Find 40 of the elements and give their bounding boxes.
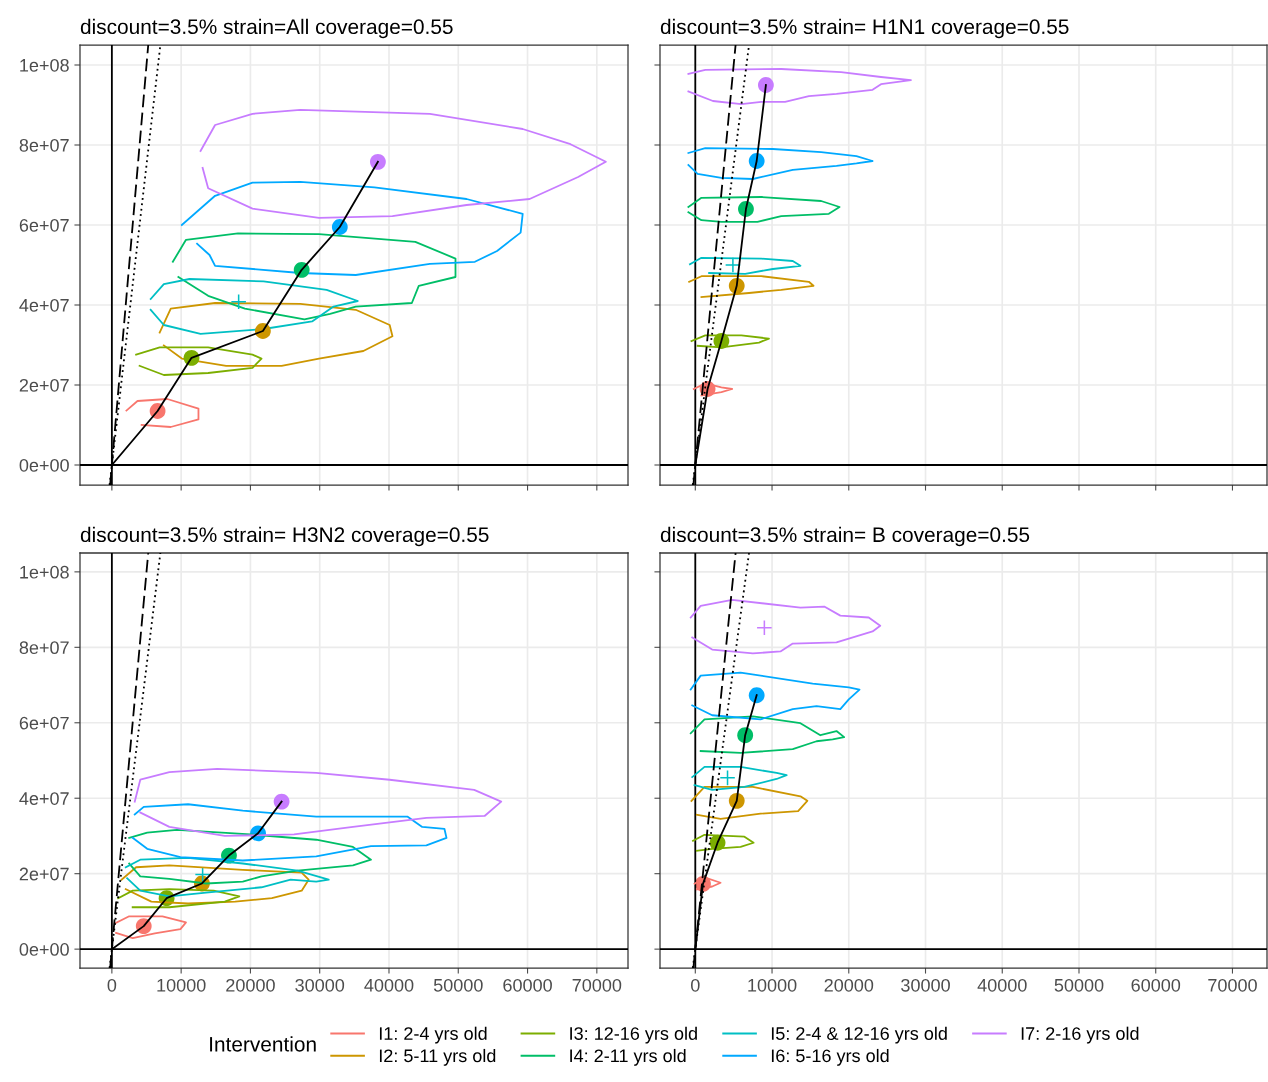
x-tick-label: 70000 — [572, 978, 622, 992]
x-tick-label: 20000 — [226, 978, 275, 992]
x-tick-label: 60000 — [1131, 978, 1181, 992]
legend-label: I3: 12-16 yrs old — [570, 1026, 697, 1044]
y-tick-label: 2e+07 — [19, 378, 69, 392]
x-tick-label: 50000 — [1054, 978, 1104, 992]
x-tick-label: 0 — [690, 978, 700, 992]
x-tick-label: 10000 — [748, 978, 797, 992]
x-tick-label: 0 — [107, 978, 117, 992]
y-tick-label: 8e+07 — [19, 641, 69, 655]
x-tick-label: 50000 — [433, 978, 483, 992]
x-tick-label: 10000 — [157, 978, 206, 992]
legend-title: Intervention — [210, 1036, 316, 1052]
chart-title: discount=3.5% strain= H3N2 coverage=0.55 — [80, 526, 489, 547]
x-tick-label: 30000 — [295, 978, 345, 992]
y-tick-label: 6e+07 — [19, 716, 69, 730]
legend-label: I1: 2-4 yrs old — [379, 1026, 487, 1044]
x-tick-label: 60000 — [503, 978, 552, 992]
y-tick-label: 8e+07 — [19, 138, 69, 152]
legend-label: I7: 2-16 yrs old — [1021, 1026, 1139, 1044]
x-tick-label: 40000 — [977, 978, 1027, 992]
legend-label: I2: 5-11 yrs old — [379, 1048, 496, 1066]
x-tick-label: 70000 — [1208, 978, 1257, 992]
x-tick-label: 40000 — [364, 978, 414, 992]
y-tick-label: 6e+07 — [19, 218, 69, 232]
legend-label: I4: 2-11 yrs old — [570, 1048, 686, 1066]
x-tick-label: 20000 — [824, 978, 874, 992]
y-tick-label: 1e+08 — [20, 565, 69, 579]
chart-title: discount=3.5% strain= H1N1 coverage=0.55 — [660, 18, 1069, 39]
y-tick-label: 2e+07 — [19, 867, 69, 881]
y-tick-label: 0e+00 — [19, 458, 69, 472]
y-tick-label: 4e+07 — [19, 792, 69, 805]
legend-label: I5: 2-4 & 12-16 yrs old — [771, 1026, 947, 1044]
x-tick-label: 30000 — [901, 978, 950, 992]
chart-title: discount=3.5% strain= B coverage=0.55 — [660, 526, 1030, 547]
y-tick-label: 1e+08 — [20, 58, 69, 72]
y-tick-label: 4e+07 — [19, 298, 69, 312]
legend-label: I6: 5-16 yrs old — [771, 1048, 889, 1066]
chart-title: discount=3.5% strain=All coverage=0.55 — [80, 18, 453, 39]
y-tick-label: 0e+00 — [19, 943, 69, 956]
